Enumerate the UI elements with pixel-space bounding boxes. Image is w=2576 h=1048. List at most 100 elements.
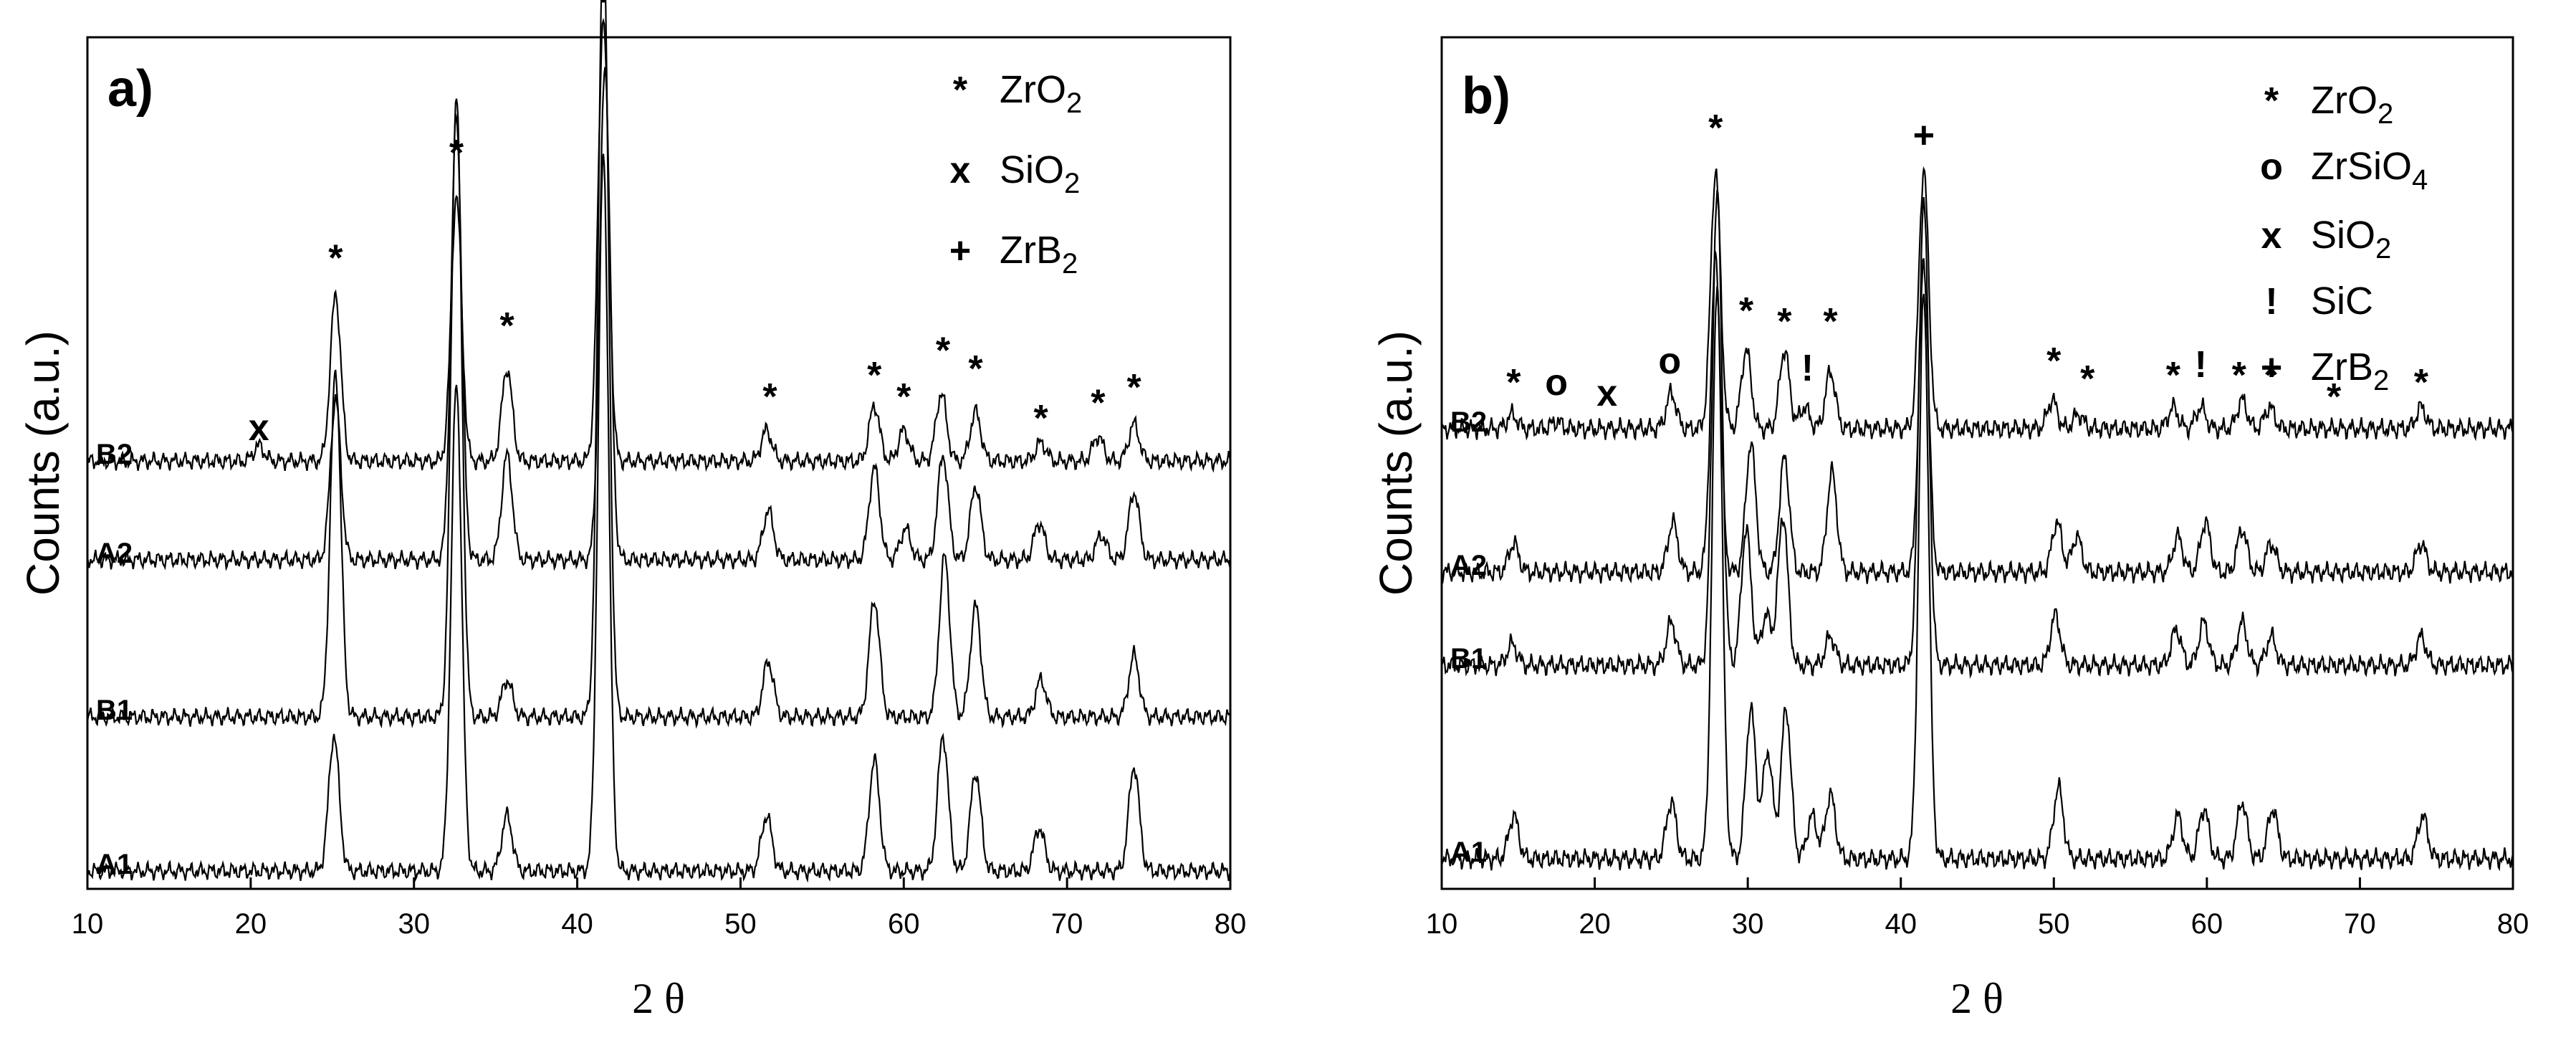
series-label-a2: A2 [1450,550,1487,581]
series-line-b2 [87,17,1232,473]
legend-symbol: * [953,70,968,111]
x-tick-label: 60 [2191,908,2223,940]
peak-marker: * [2046,340,2062,382]
x-tick-label: 80 [2497,908,2529,940]
series-labels-b: A1 B1 A2 B2 [1450,406,1487,868]
x-tick-label: 40 [561,908,593,940]
series-label-b2: B2 [1450,406,1487,438]
peak-markers-b: * o xo** *!*+* * *! * ** * [1506,108,2428,418]
x-tick-label: 30 [1732,908,1764,940]
peak-marker: x [249,407,269,449]
peak-marker: * [1506,362,1521,404]
peak-marker: * [2264,355,2279,396]
series-label-a2: A2 [96,538,133,569]
x-tick-label: 80 [1215,908,1247,940]
x-tick-label: 10 [1426,908,1458,940]
peak-marker: * [2166,355,2181,396]
x-tick-label: 70 [1051,908,1083,940]
peak-marker: o [1545,362,1568,404]
peak-marker: * [1126,367,1141,409]
peak-marker: * [449,133,464,174]
series-label-b1: B1 [1450,643,1487,675]
legend-a: * ZrO2 x SiO2 + ZrB2 [949,68,1082,280]
legend-entry: SiC [2311,280,2373,323]
legend-symbol: x [2261,215,2282,257]
x-tick-label: 70 [2344,908,2376,940]
legend-symbol: ! [2265,281,2277,323]
peak-marker: * [867,355,882,396]
peak-marker: * [2327,376,2342,418]
peak-marker: * [1708,108,1723,149]
legend-symbol: o [2260,146,2283,188]
series-line-a1 [86,153,1232,883]
peak-marker: + [593,0,614,14]
peak-marker: ! [2195,344,2207,386]
series-line-b2 [1440,166,2514,442]
peak-marker: * [2080,358,2095,400]
peak-marker: * [2414,362,2429,404]
legend-symbol: + [949,230,971,272]
x-tick-label: 20 [1579,908,1611,940]
legend-entry: SiO2 [2311,214,2391,265]
x-axis-a: 10 20 30 40 50 60 70 80 [72,877,1247,940]
x-tick-label: 10 [72,908,104,940]
peak-marker: x [1596,373,1617,414]
legend-symbol: + [2261,347,2282,389]
peak-marker: * [1091,383,1106,424]
panel-label-b: b) [1462,67,1510,125]
x-tick-label: 50 [724,908,757,940]
x-tick-label: 40 [1885,908,1917,940]
series-line-a2 [1440,250,2514,584]
y-axis-title-a: Counts (a.u.) [17,330,69,596]
legend-entry: ZrB2 [2311,346,2389,396]
plot-frame-b [1440,36,2514,890]
peak-marker: * [328,237,343,279]
legend-b: * ZrO2 o ZrSiO4 x SiO2! SiC + ZrB2 [2260,79,2428,396]
legend-entry: SiO2 [1000,148,1080,199]
series-label-a1: A1 [1450,837,1487,868]
series-labels-a: A1 B1 A2 B2 [96,439,133,880]
peak-marker: * [896,376,911,418]
curves-b [1440,166,2514,872]
series-line-a2 [86,67,1232,571]
peak-markers-a: x * * * + * * * * * * * * [249,0,1142,449]
x-tick-label: 50 [2038,908,2070,940]
x-axis-title-a: 2 θ [632,975,685,1022]
x-tick-label: 30 [398,908,430,940]
peak-marker: * [499,305,514,347]
x-axis-title-b: 2 θ [1950,975,2003,1022]
peak-marker: * [1034,398,1049,439]
y-axis-title-b: Counts (a.u.) [1370,330,1422,596]
series-line-b1 [1440,189,2514,679]
panel-label-a: a) [107,60,153,118]
peak-marker: * [2232,355,2247,396]
legend-entry: ZrB2 [1000,229,1078,280]
series-label-a1: A1 [96,849,133,880]
series-label-b1: B1 [96,695,133,726]
peak-marker: + [1913,115,1935,156]
peak-marker: * [762,376,777,418]
peak-marker: o [1658,340,1681,382]
peak-marker: * [1823,301,1838,343]
peak-marker: * [936,330,951,371]
legend-symbol: * [2264,80,2279,122]
peak-marker: ! [1801,348,1814,389]
series-line-b1 [86,0,1232,729]
legend-entry: ZrO2 [1000,68,1082,119]
series-line-a1 [1440,286,2514,872]
x-axis-b: 10 20 30 40 50 60 70 80 [1426,877,2529,940]
legend-symbol: x [950,150,971,191]
curves-a [86,0,1232,883]
x-tick-label: 20 [235,908,267,940]
series-label-b2: B2 [96,439,133,470]
peak-marker: * [968,348,983,390]
legend-entry: ZrO2 [2311,79,2393,130]
x-tick-label: 60 [888,908,920,940]
legend-entry: ZrSiO4 [2311,145,2428,196]
plot-frame-a [86,36,1232,890]
peak-marker: * [1739,290,1754,332]
peak-marker: * [1777,301,1792,343]
